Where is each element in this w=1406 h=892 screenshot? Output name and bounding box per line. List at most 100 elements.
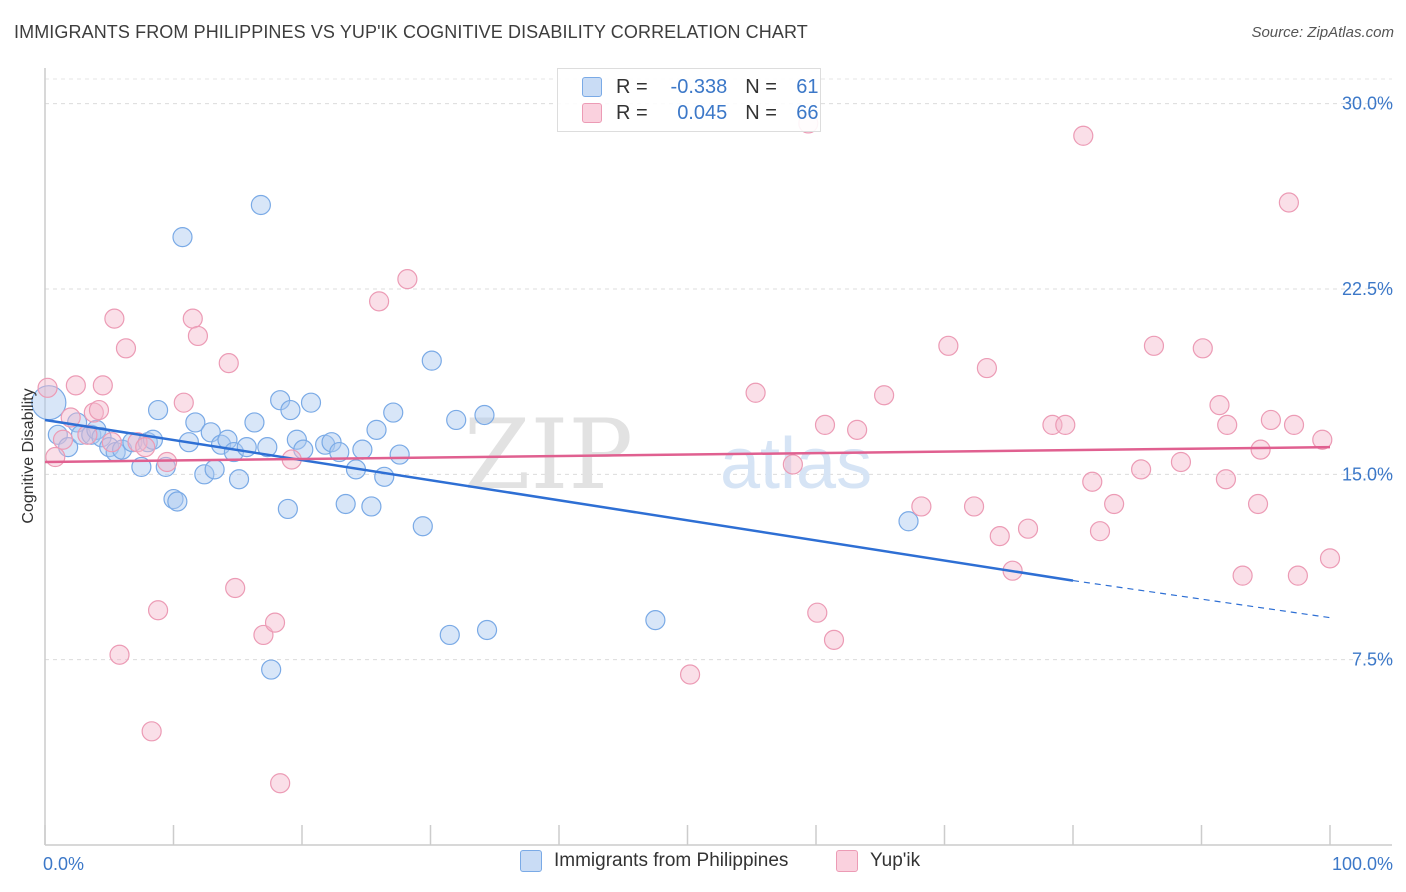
yupik-point (182, 308, 203, 329)
yupik-point (253, 624, 274, 646)
philippines-point (412, 516, 433, 537)
series-legend-yupik: Yup'ik (836, 850, 920, 872)
x-tick-label: 0.0% (43, 854, 84, 874)
yupik-point (1287, 565, 1308, 586)
philippines-point (446, 409, 467, 431)
philippines-point (474, 404, 495, 426)
axes (44, 68, 1392, 846)
yupik-point (52, 429, 74, 450)
philippines-point (163, 488, 184, 510)
philippines-point (257, 437, 278, 458)
yupik-point (65, 375, 86, 396)
yupik-point (1131, 459, 1152, 480)
y-tick-label: 22.5% (1342, 279, 1393, 299)
yupik-point (1104, 493, 1125, 515)
yupik-point (1170, 451, 1192, 473)
yupik-point (938, 335, 959, 356)
chart-source: Source: ZipAtlas.com (1251, 24, 1394, 41)
yupik-point (270, 773, 291, 794)
yupik-point (1260, 409, 1281, 431)
series-legend-philippines: Immigrants from Philippines (520, 850, 788, 872)
y-tick-label: 7.5% (1352, 650, 1393, 670)
philippines-point (250, 194, 271, 216)
yupik-point (77, 424, 98, 445)
philippines-point (645, 610, 666, 631)
philippines-point (366, 419, 387, 440)
series-yupik-points (37, 113, 1341, 794)
yupik-point (45, 446, 66, 468)
philippines-point (361, 496, 382, 517)
yupik-point (1055, 414, 1076, 436)
philippines-point (439, 624, 460, 646)
yupik-point (88, 399, 110, 421)
trend-lines (44, 418, 1331, 619)
yupik-point (37, 377, 58, 398)
yupik-point (83, 402, 104, 423)
yupik-point (1247, 493, 1269, 515)
legend-n-label: N = (745, 75, 777, 98)
yupik-point (397, 269, 418, 290)
yupik-point (976, 357, 998, 379)
yupik-point (369, 291, 390, 312)
yupik-point (1089, 521, 1111, 542)
philippines-point (277, 498, 298, 520)
philippines-point (374, 466, 395, 487)
yupik-point (679, 664, 701, 685)
philippines-point (228, 469, 250, 490)
yupik-point (1082, 471, 1103, 492)
yupik-point (187, 325, 209, 347)
philippines-point (286, 429, 307, 450)
yupik-point (1312, 429, 1333, 450)
yupik-point (1283, 414, 1305, 436)
legend-swatch-philippines (582, 77, 602, 97)
legend-row-yupik: R = 0.045 N = 66 (582, 101, 819, 125)
yupik-point (874, 385, 895, 406)
y-tick-label: 30.0% (1342, 94, 1393, 114)
legend-r-label: R = (616, 101, 648, 124)
legend-r-value: -0.338 (670, 75, 728, 98)
yupik-point (745, 382, 766, 403)
y-tick-label: 15.0% (1342, 464, 1393, 484)
yupik-point (1232, 565, 1253, 586)
legend-row-philippines: R = -0.338 N = 61 (582, 75, 819, 99)
philippines-point (236, 437, 257, 458)
philippines-point (898, 511, 919, 532)
philippines-point (167, 491, 188, 512)
legend-swatch-yupik (582, 103, 602, 123)
philippines-point (261, 659, 282, 680)
philippines-point (421, 350, 442, 371)
yupik-point (147, 600, 169, 621)
philippines-point (352, 439, 373, 460)
legend-n-value: 66 (796, 101, 819, 124)
legend-n-value: 61 (796, 75, 819, 98)
philippines-point (476, 619, 498, 641)
yupik-point (963, 496, 985, 517)
gridlines (45, 78, 1392, 661)
yupik-point (156, 451, 178, 473)
yupik-point (225, 577, 246, 599)
yupik-point (1215, 469, 1237, 490)
yupik-point (814, 414, 836, 436)
yupik-point (115, 338, 137, 359)
legend-r-value: 0.045 (677, 101, 728, 124)
philippines-point (194, 464, 215, 485)
series-legend-label: Immigrants from Philippines (554, 850, 789, 871)
series-legend-label: Yup'ik (870, 850, 921, 871)
philippines-point (204, 459, 225, 480)
philippines-trend-extension (1072, 579, 1331, 619)
yupik-point (1278, 192, 1299, 213)
philippines-trend-line (44, 418, 1074, 582)
yupik-point (847, 419, 868, 440)
philippines-point (172, 226, 193, 248)
yupik-point (1250, 439, 1271, 460)
yupik-point (218, 353, 239, 374)
philippines-point (147, 399, 169, 421)
series-legend: Immigrants from Philippines Yup'ik (0, 850, 1406, 880)
yupik-point (782, 454, 803, 475)
legend-n-label: N = (745, 101, 777, 124)
yupik-point (1209, 395, 1230, 416)
chart-title: IMMIGRANTS FROM PHILIPPINES VS YUP'IK CO… (14, 22, 808, 42)
yupik-point (264, 612, 286, 633)
correlation-legend: R = -0.338 N = 61 R = 0.045 N = 66 (557, 68, 821, 132)
legend-r-label: R = (616, 75, 648, 98)
